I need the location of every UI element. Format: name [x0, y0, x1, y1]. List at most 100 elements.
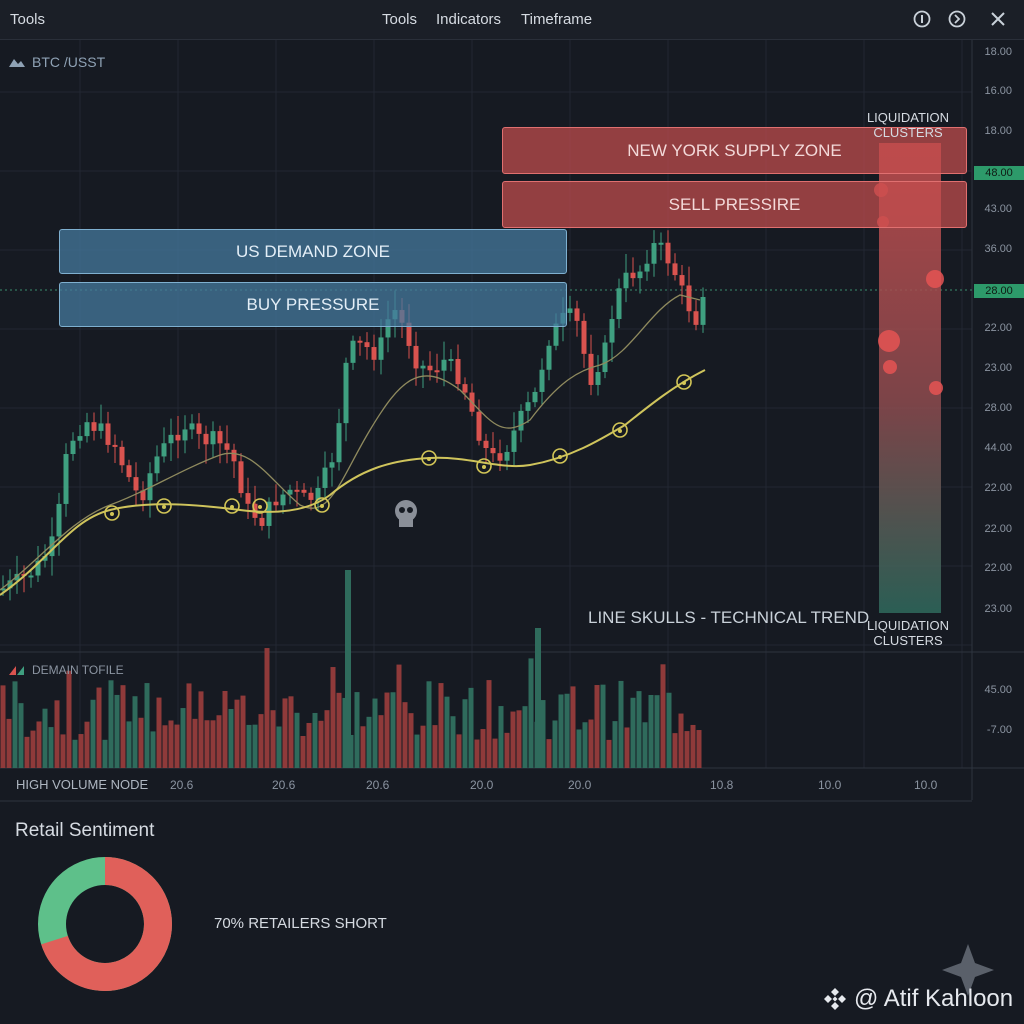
- volume-bar: [366, 716, 372, 768]
- app-title: Tools: [10, 11, 46, 28]
- watermark: @ Atif Kahloon: [822, 985, 1013, 1013]
- candle-body: [364, 342, 370, 348]
- candle-body: [126, 465, 132, 478]
- skull-marker-dot: [258, 505, 262, 509]
- candle-body: [7, 580, 13, 589]
- volume-bar: [420, 725, 426, 768]
- menu-timeframe[interactable]: Timeframe: [521, 11, 593, 28]
- candle-body: [539, 369, 545, 392]
- candle-body: [427, 365, 433, 371]
- price-tick: 23.00: [984, 362, 1012, 374]
- volume-bar: [648, 694, 654, 768]
- settings-icon[interactable]: [947, 9, 967, 29]
- volume-tick: 45.00: [984, 684, 1012, 696]
- volume-bar: [48, 727, 54, 768]
- sentiment-title: Retail Sentiment: [15, 820, 155, 841]
- candle-body: [630, 272, 636, 279]
- price-tick: 22.00: [984, 562, 1012, 574]
- time-tick: 10.8: [710, 778, 734, 792]
- menu-indicators[interactable]: Indicators: [436, 11, 502, 28]
- time-tick: 20.6: [366, 778, 390, 792]
- candle-body: [14, 573, 20, 581]
- volume-bar: [246, 724, 252, 768]
- time-tick: 20.0: [470, 778, 494, 792]
- volume-bar: [426, 681, 432, 768]
- price-tick: 22.00: [984, 523, 1012, 535]
- candle-body: [91, 422, 97, 431]
- trend-label: LINE SKULLS - TECHNICAL TREND: [588, 608, 870, 627]
- candle-body: [287, 489, 293, 495]
- volume-spike: [535, 628, 541, 768]
- volume-bar: [36, 721, 42, 768]
- volume-bar: [642, 722, 648, 768]
- close-icon[interactable]: [988, 9, 1008, 29]
- volume-bar: [684, 731, 690, 768]
- volume-bar: [456, 734, 462, 768]
- moving-average-line: [0, 294, 701, 591]
- candle-body: [357, 340, 363, 343]
- price-tick: 23.00: [984, 603, 1012, 615]
- volume-bar: [498, 706, 504, 768]
- candle-body: [70, 440, 76, 455]
- volume-bar: [522, 706, 528, 768]
- skull-markers: [104, 374, 692, 521]
- volume-bar: [660, 664, 666, 768]
- volume-bar: [168, 720, 174, 768]
- candle-body: [623, 272, 629, 289]
- volume-bar: [444, 696, 450, 768]
- volume-bar: [240, 695, 246, 768]
- volume-bar: [156, 697, 162, 768]
- candle-body: [63, 454, 69, 504]
- volume-bar: [120, 685, 126, 768]
- volume-panel-label[interactable]: DEMAIN TOFILE: [8, 663, 124, 677]
- candle-body: [588, 353, 594, 385]
- candle-body: [658, 242, 664, 245]
- volume-bar: [546, 739, 552, 768]
- candle-body: [420, 365, 426, 369]
- candle-body: [28, 575, 34, 578]
- volume-bar: [30, 730, 36, 768]
- volume-bar: [90, 699, 96, 768]
- volume-bar: [690, 724, 696, 768]
- candle-body: [574, 308, 580, 321]
- volume-bar: [0, 685, 6, 768]
- demand-zone[interactable]: US DEMAND ZONE: [59, 229, 567, 274]
- price-tag-current: 28.00: [974, 284, 1024, 298]
- buy-pressure-zone[interactable]: BUY PRESSURE: [59, 282, 567, 327]
- skull-marker-icon: [476, 458, 492, 474]
- price-tick: 16.00: [984, 85, 1012, 97]
- candle-body: [133, 477, 139, 491]
- volume-bar: [510, 711, 516, 768]
- candle-body: [259, 517, 265, 526]
- volume-bar: [666, 692, 672, 768]
- volume-bar: [300, 735, 306, 768]
- menu-tools[interactable]: Tools: [382, 11, 418, 28]
- sparkle-icon: [942, 944, 994, 996]
- volume-bar: [414, 734, 420, 768]
- candle-body: [609, 319, 615, 343]
- candle-body: [336, 423, 342, 463]
- skull-marker-icon: [252, 498, 268, 514]
- pair-label[interactable]: BTC /USST: [8, 54, 105, 70]
- liquidation-dot: [878, 330, 900, 352]
- volume-bar: [396, 664, 402, 768]
- time-tick: 20.0: [568, 778, 592, 792]
- candle-body: [140, 490, 146, 501]
- info-icon[interactable]: [912, 9, 932, 29]
- volume-bar: [528, 658, 534, 768]
- sell-pressure-zone[interactable]: SELL PRESSIRE: [502, 181, 967, 228]
- skull-marker-dot: [682, 381, 686, 385]
- volume-bar: [216, 715, 222, 768]
- price-tag-upper: 48.00: [974, 166, 1024, 180]
- candle-body: [546, 345, 552, 370]
- volume-bar: [306, 722, 312, 768]
- volume-bar: [174, 724, 180, 768]
- volume-bar: [462, 699, 468, 768]
- volume-bars: [0, 570, 702, 768]
- candle-body: [322, 467, 328, 488]
- liquidation-dot: [926, 270, 944, 288]
- supply-zone[interactable]: NEW YORK SUPPLY ZONE: [502, 127, 967, 174]
- skull-marker-icon: [552, 448, 568, 464]
- volume-bar: [204, 720, 210, 768]
- candle-body: [665, 242, 671, 264]
